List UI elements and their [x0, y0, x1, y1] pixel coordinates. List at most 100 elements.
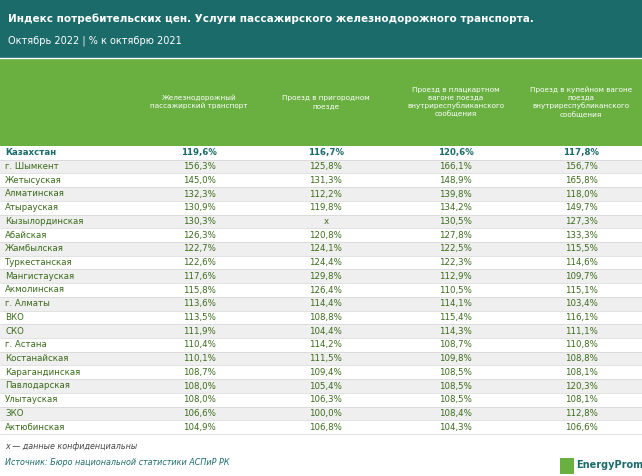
Text: 114,3%: 114,3%: [439, 327, 473, 336]
Text: Проезд в плацкартном
вагоне поезда
внутриреспубликанского
сообщения: Проезд в плацкартном вагоне поезда внутр…: [407, 87, 505, 117]
Text: Казахстан: Казахстан: [5, 149, 56, 158]
Text: 132,3%: 132,3%: [182, 189, 216, 198]
Text: 104,4%: 104,4%: [309, 327, 342, 336]
Text: 119,8%: 119,8%: [309, 203, 342, 212]
Text: 113,5%: 113,5%: [182, 313, 216, 322]
Text: 130,3%: 130,3%: [182, 217, 216, 226]
Text: 115,8%: 115,8%: [182, 286, 216, 295]
FancyBboxPatch shape: [0, 407, 642, 420]
Text: 105,4%: 105,4%: [309, 381, 342, 390]
Text: Карагандинская: Карагандинская: [5, 368, 80, 377]
Text: 108,5%: 108,5%: [439, 368, 473, 377]
Text: Источник: Бюро национальной статистики АСПиР РК: Источник: Бюро национальной статистики А…: [5, 458, 230, 467]
Text: 117,8%: 117,8%: [563, 149, 599, 158]
Text: 113,6%: 113,6%: [182, 299, 216, 308]
FancyBboxPatch shape: [0, 201, 642, 215]
Text: 124,1%: 124,1%: [309, 244, 342, 253]
Text: г. Алматы: г. Алматы: [5, 299, 50, 308]
Text: 108,0%: 108,0%: [182, 395, 216, 404]
Text: Павлодарская: Павлодарская: [5, 381, 70, 390]
Text: 111,1%: 111,1%: [564, 327, 598, 336]
Text: Костанайская: Костанайская: [5, 354, 69, 363]
Text: 109,7%: 109,7%: [564, 272, 598, 281]
FancyBboxPatch shape: [0, 0, 642, 58]
Text: 112,8%: 112,8%: [564, 409, 598, 418]
Text: 166,1%: 166,1%: [439, 162, 473, 171]
Text: Туркестанская: Туркестанская: [5, 258, 73, 267]
Text: 108,5%: 108,5%: [439, 381, 473, 390]
Text: Актюбинская: Актюбинская: [5, 423, 65, 432]
FancyBboxPatch shape: [0, 242, 642, 256]
Text: 120,3%: 120,3%: [564, 381, 598, 390]
FancyBboxPatch shape: [0, 58, 642, 146]
FancyBboxPatch shape: [0, 420, 642, 434]
Text: 116,1%: 116,1%: [564, 313, 598, 322]
Text: 122,5%: 122,5%: [439, 244, 473, 253]
Text: 119,6%: 119,6%: [181, 149, 217, 158]
Text: 145,0%: 145,0%: [182, 176, 216, 185]
Text: Октябрь 2022 | % к октябрю 2021: Октябрь 2022 | % к октябрю 2021: [8, 36, 182, 46]
Text: ВКО: ВКО: [5, 313, 24, 322]
Text: 122,6%: 122,6%: [182, 258, 216, 267]
Text: 104,3%: 104,3%: [439, 423, 473, 432]
Text: Железнодорожный
пассажирский транспорт: Железнодорожный пассажирский транспорт: [150, 95, 248, 109]
FancyBboxPatch shape: [0, 310, 642, 324]
Text: 118,0%: 118,0%: [564, 189, 598, 198]
FancyBboxPatch shape: [0, 228, 642, 242]
FancyBboxPatch shape: [0, 146, 642, 160]
Text: 110,1%: 110,1%: [182, 354, 216, 363]
FancyBboxPatch shape: [0, 215, 642, 228]
Text: 106,6%: 106,6%: [182, 409, 216, 418]
Text: г. Астана: г. Астана: [5, 340, 47, 349]
Text: 129,8%: 129,8%: [309, 272, 342, 281]
Text: 125,8%: 125,8%: [309, 162, 342, 171]
FancyBboxPatch shape: [0, 338, 642, 352]
Text: 114,1%: 114,1%: [439, 299, 473, 308]
Text: 120,6%: 120,6%: [438, 149, 474, 158]
FancyBboxPatch shape: [0, 366, 642, 379]
Text: Проезд в пригородном
поезде: Проезд в пригородном поезде: [282, 95, 370, 109]
Text: 130,5%: 130,5%: [439, 217, 473, 226]
Text: 110,8%: 110,8%: [564, 340, 598, 349]
Text: 122,3%: 122,3%: [439, 258, 473, 267]
Text: 103,4%: 103,4%: [564, 299, 598, 308]
Text: 115,4%: 115,4%: [439, 313, 473, 322]
Text: 112,2%: 112,2%: [309, 189, 342, 198]
Text: 165,8%: 165,8%: [564, 176, 598, 185]
Text: 122,7%: 122,7%: [182, 244, 216, 253]
Text: 108,8%: 108,8%: [309, 313, 342, 322]
Text: Акмолинская: Акмолинская: [5, 286, 65, 295]
Text: 156,3%: 156,3%: [182, 162, 216, 171]
Text: 127,8%: 127,8%: [439, 231, 473, 239]
Text: 115,5%: 115,5%: [564, 244, 598, 253]
Text: 139,8%: 139,8%: [439, 189, 473, 198]
Text: 149,7%: 149,7%: [564, 203, 598, 212]
Text: 104,9%: 104,9%: [182, 423, 216, 432]
Text: 108,7%: 108,7%: [182, 368, 216, 377]
Text: 117,6%: 117,6%: [182, 272, 216, 281]
FancyBboxPatch shape: [0, 352, 642, 366]
Text: 106,8%: 106,8%: [309, 423, 342, 432]
Text: EnergyProm: EnergyProm: [577, 460, 642, 470]
Text: Проезд в купейном вагоне
поезда
внутриреспубликанского
сообщения: Проезд в купейном вагоне поезда внутрире…: [530, 87, 632, 118]
Text: 156,7%: 156,7%: [564, 162, 598, 171]
Text: 114,2%: 114,2%: [309, 340, 342, 349]
Text: 110,4%: 110,4%: [182, 340, 216, 349]
Text: 124,4%: 124,4%: [309, 258, 342, 267]
Text: x — данные конфиденциальны: x — данные конфиденциальны: [5, 442, 137, 451]
Text: 108,0%: 108,0%: [182, 381, 216, 390]
Text: 108,7%: 108,7%: [439, 340, 473, 349]
FancyBboxPatch shape: [0, 173, 642, 187]
Text: 134,2%: 134,2%: [439, 203, 473, 212]
Text: г. Шымкент: г. Шымкент: [5, 162, 59, 171]
Text: 108,8%: 108,8%: [564, 354, 598, 363]
Text: 120,8%: 120,8%: [309, 231, 342, 239]
Text: 111,9%: 111,9%: [182, 327, 216, 336]
Text: Жетысуская: Жетысуская: [5, 176, 62, 185]
Text: 109,8%: 109,8%: [439, 354, 473, 363]
Text: 100,0%: 100,0%: [309, 409, 342, 418]
FancyBboxPatch shape: [0, 160, 642, 173]
FancyBboxPatch shape: [560, 458, 574, 474]
Text: 126,3%: 126,3%: [182, 231, 216, 239]
FancyBboxPatch shape: [0, 187, 642, 201]
